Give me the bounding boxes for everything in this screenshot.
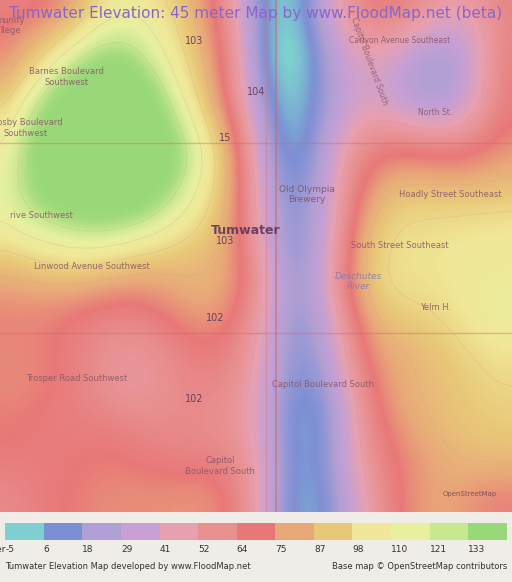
FancyBboxPatch shape — [391, 523, 430, 540]
Text: 102: 102 — [206, 313, 224, 322]
Text: Hoadly Street Southeast: Hoadly Street Southeast — [399, 190, 502, 199]
Text: Carlyon Avenue Southeast: Carlyon Avenue Southeast — [349, 37, 450, 45]
Text: Linwood Avenue Southwest: Linwood Avenue Southwest — [34, 262, 150, 271]
Text: South Street Southeast: South Street Southeast — [351, 242, 448, 250]
Text: 103: 103 — [216, 236, 234, 246]
Text: 29: 29 — [121, 545, 132, 554]
Text: 18: 18 — [82, 545, 94, 554]
Text: rive Southwest: rive Southwest — [10, 211, 72, 219]
Text: Capitol Boulevard South: Capitol Boulevard South — [271, 379, 374, 389]
Text: 104: 104 — [247, 87, 265, 97]
Text: Yelm H.: Yelm H. — [420, 303, 451, 312]
FancyBboxPatch shape — [468, 523, 507, 540]
FancyBboxPatch shape — [430, 523, 468, 540]
Text: -5: -5 — [5, 545, 14, 554]
FancyBboxPatch shape — [352, 523, 391, 540]
Text: 75: 75 — [275, 545, 287, 554]
Text: 102: 102 — [185, 395, 204, 404]
FancyBboxPatch shape — [82, 523, 121, 540]
FancyBboxPatch shape — [160, 523, 198, 540]
FancyBboxPatch shape — [5, 523, 44, 540]
Text: 41: 41 — [160, 545, 171, 554]
Text: Capitol
Boulevard South: Capitol Boulevard South — [185, 456, 255, 475]
FancyBboxPatch shape — [44, 523, 82, 540]
FancyBboxPatch shape — [198, 523, 237, 540]
Text: 110: 110 — [391, 545, 409, 554]
Text: Deschutes
River: Deschutes River — [335, 272, 382, 292]
Text: Barnes Boulevard
Southwest: Barnes Boulevard Southwest — [29, 67, 104, 87]
Text: 15: 15 — [219, 133, 231, 143]
Text: 121: 121 — [430, 545, 447, 554]
FancyBboxPatch shape — [275, 523, 314, 540]
FancyBboxPatch shape — [121, 523, 160, 540]
Text: 133: 133 — [468, 545, 485, 554]
FancyBboxPatch shape — [314, 523, 352, 540]
Text: munity
llege: munity llege — [0, 16, 25, 36]
FancyBboxPatch shape — [237, 523, 275, 540]
Text: Tumwater Elevation: 45 meter Map by www.FloodMap.net (beta): Tumwater Elevation: 45 meter Map by www.… — [9, 6, 503, 20]
Text: 87: 87 — [314, 545, 326, 554]
Text: Tumwater: Tumwater — [211, 224, 281, 237]
Text: 52: 52 — [198, 545, 209, 554]
Text: Tumwater Elevation Map developed by www.FloodMap.net: Tumwater Elevation Map developed by www.… — [5, 562, 251, 571]
Text: Old Olympia
Brewery: Old Olympia Brewery — [279, 185, 335, 204]
Text: Base map © OpenStreetMap contributors: Base map © OpenStreetMap contributors — [332, 562, 507, 571]
Text: North St.: North St. — [418, 108, 452, 117]
Text: Trosper Road Southwest: Trosper Road Southwest — [26, 374, 127, 384]
Text: Crosby Boulevard
Southwest: Crosby Boulevard Southwest — [0, 118, 63, 138]
Text: 98: 98 — [352, 545, 364, 554]
Text: meter: meter — [0, 545, 5, 554]
Text: 64: 64 — [237, 545, 248, 554]
Text: 6: 6 — [44, 545, 50, 554]
Text: OpenStreetMap: OpenStreetMap — [442, 491, 497, 497]
Text: Capitol Boulevard South: Capitol Boulevard South — [349, 16, 389, 107]
Text: 103: 103 — [185, 36, 204, 46]
